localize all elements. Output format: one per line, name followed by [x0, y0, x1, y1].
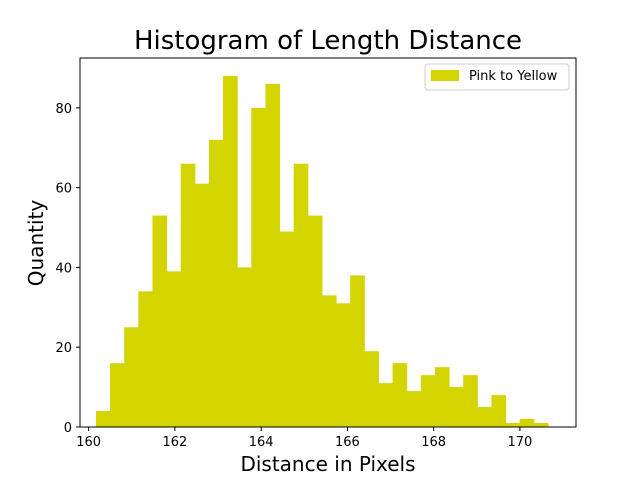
legend: Pink to Yellow	[424, 63, 570, 91]
histogram-bar	[477, 407, 492, 427]
bars-group	[95, 75, 549, 428]
histogram-bar	[279, 231, 295, 427]
histogram-bar	[463, 375, 478, 427]
histogram-bar	[166, 271, 182, 427]
histogram-bar	[251, 107, 266, 427]
histogram-bar	[265, 83, 281, 427]
histogram-bar	[208, 139, 224, 427]
histogram-bar	[223, 75, 238, 427]
histogram-bar	[533, 423, 549, 427]
histogram-bar	[194, 183, 210, 427]
histogram-bar	[519, 419, 535, 427]
x-axis-title: Distance in Pixels	[240, 452, 415, 476]
histogram-bar	[110, 363, 125, 427]
y-axis-ticks: 0 20 40 60 80	[55, 102, 80, 436]
histogram-bar	[420, 375, 436, 427]
x-tick-label: 160	[76, 435, 101, 450]
histogram-bar	[321, 295, 337, 427]
x-tick-label: 168	[421, 435, 446, 450]
legend-box	[424, 63, 570, 91]
histogram-bar	[491, 395, 507, 427]
histogram-bar	[350, 275, 365, 427]
y-tick-label: 80	[55, 102, 72, 117]
plot-frame	[79, 57, 577, 428]
y-tick-label: 20	[55, 341, 72, 356]
histogram-bar	[293, 163, 309, 428]
y-tick-label: 40	[55, 261, 72, 276]
legend-swatch	[431, 70, 459, 81]
x-axis-ticks: 160 162 164 166 168 170	[76, 427, 532, 450]
y-tick-label: 60	[55, 182, 72, 197]
x-tick-label: 166	[335, 435, 360, 450]
histogram-bar	[124, 327, 139, 427]
histogram-bar	[378, 383, 394, 427]
histogram-bar	[364, 351, 379, 427]
x-tick-label: 162	[162, 435, 187, 450]
histogram-bar	[307, 215, 323, 427]
x-tick-label: 164	[249, 435, 274, 450]
histogram-bar	[95, 411, 111, 427]
histogram-bar	[392, 363, 408, 427]
histogram-bar	[406, 391, 422, 427]
histogram-bar	[138, 291, 153, 427]
histogram-bar	[237, 267, 252, 427]
histogram-bar	[434, 367, 450, 427]
legend-label: Pink to Yellow	[469, 69, 558, 84]
histogram-bar	[152, 215, 168, 427]
y-axis-title: Quantity	[24, 200, 48, 287]
x-tick-label: 170	[508, 435, 533, 450]
y-tick-label: 0	[64, 421, 72, 436]
chart-title: Histogram of Length Distance	[134, 26, 522, 56]
histogram-bar	[505, 423, 521, 427]
histogram-bar	[336, 303, 351, 427]
histogram-bar	[449, 387, 464, 427]
histogram-bar	[180, 163, 196, 428]
